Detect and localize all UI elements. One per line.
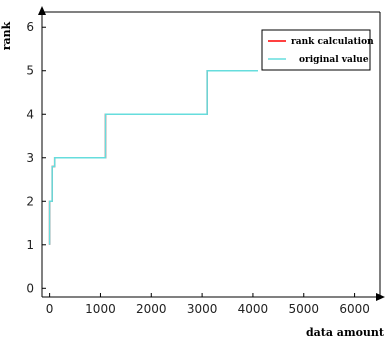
x-tick-label: 1000 <box>85 302 116 316</box>
y-axis-ticks: 0 1 2 3 4 5 6 <box>26 20 46 295</box>
x-tick-label: 6000 <box>339 302 370 316</box>
x-axis-title: data amount <box>306 326 385 339</box>
y-tick-label: 4 <box>26 107 34 121</box>
y-tick-label: 1 <box>26 238 34 252</box>
x-tick-label: 3000 <box>187 302 218 316</box>
legend: rank calculation original value <box>261 29 374 71</box>
y-tick-label: 2 <box>26 194 34 208</box>
plot-frame <box>38 6 385 301</box>
x-tick-label: 0 <box>46 302 54 316</box>
legend-label-rank-calculation: rank calculation <box>291 37 374 47</box>
series-line-original-value <box>48 69 258 245</box>
x-tick-label: 4000 <box>238 302 269 316</box>
x-tick-label: 2000 <box>136 302 167 316</box>
x-axis-ticks: 0 1000 2000 3000 4000 5000 6000 <box>46 293 370 316</box>
legend-box <box>261 29 371 71</box>
x-axis-arrow <box>376 293 385 301</box>
y-axis-title: rank <box>0 21 13 50</box>
y-tick-label: 0 <box>26 281 34 295</box>
y-tick-label: 5 <box>26 64 34 78</box>
y-tick-label: 6 <box>26 20 34 34</box>
series-layer <box>48 69 258 245</box>
y-tick-label: 3 <box>26 151 34 165</box>
x-tick-label: 5000 <box>288 302 319 316</box>
y-axis-arrow <box>38 6 46 15</box>
legend-label-original-value: original value <box>299 55 369 65</box>
